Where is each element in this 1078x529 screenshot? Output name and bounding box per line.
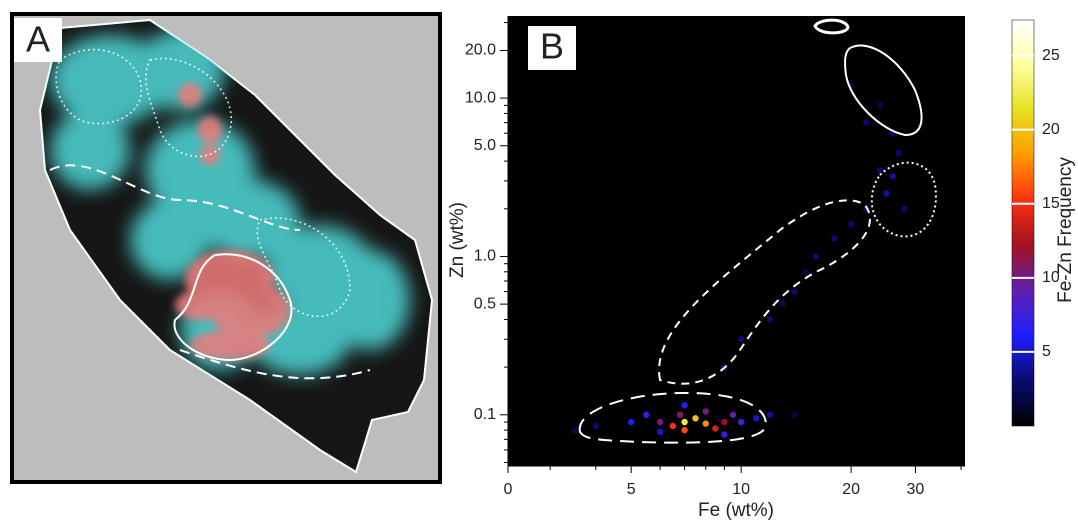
point xyxy=(876,167,884,174)
colorbar-tick-label: 15 xyxy=(1042,195,1060,212)
outline-solid xyxy=(813,18,850,35)
point xyxy=(721,418,728,426)
point xyxy=(791,411,798,419)
point xyxy=(627,418,635,426)
point xyxy=(721,431,728,438)
y-tick-label: 20.0 xyxy=(465,42,496,59)
plot-background xyxy=(508,16,965,466)
y-tick-label: 0.1 xyxy=(474,406,496,423)
point xyxy=(643,411,650,419)
x-axis-title: Fe (wt%) xyxy=(698,500,774,521)
outline-solid xyxy=(844,44,923,137)
point xyxy=(831,235,838,242)
point xyxy=(895,149,902,157)
region-outlines xyxy=(578,18,937,444)
y-tick-label: 10.0 xyxy=(465,89,496,106)
point xyxy=(737,418,745,426)
point xyxy=(883,190,890,197)
outline-dashed xyxy=(578,391,767,444)
point xyxy=(876,102,884,109)
point xyxy=(847,220,855,228)
point xyxy=(676,411,684,419)
point xyxy=(766,411,774,419)
point xyxy=(889,173,896,180)
point xyxy=(692,415,699,422)
panel-label: B xyxy=(540,26,564,67)
point xyxy=(592,422,599,430)
y-axis-title: Zn (wt%) xyxy=(447,202,468,278)
panel-label: A xyxy=(26,19,50,60)
panel-label-box xyxy=(528,26,576,70)
point xyxy=(737,336,745,343)
point xyxy=(669,422,677,430)
y-tick-label: 5.0 xyxy=(474,137,496,154)
point xyxy=(779,300,786,308)
point xyxy=(681,426,688,434)
panel-b: 0 5 10 20 30 0.1 0.5 1.0 5.0 10.0 20.0 5 10 15 20 25 xyxy=(465,16,1060,498)
point xyxy=(901,205,908,212)
point xyxy=(712,425,719,432)
outline-dashed xyxy=(658,199,871,385)
point xyxy=(791,288,798,295)
point xyxy=(702,420,709,427)
x-tick-label: 20 xyxy=(842,481,860,498)
panel-a: A xyxy=(10,12,442,484)
outline-dotted xyxy=(870,161,937,238)
map-image xyxy=(49,30,410,380)
point xyxy=(656,418,664,426)
point xyxy=(863,119,870,126)
colorbar-title: Fe-Zn Frequency xyxy=(1055,157,1076,303)
panel-label-box xyxy=(14,18,62,62)
point xyxy=(681,401,688,409)
y-tick-label: 0.5 xyxy=(474,295,496,312)
x-tick-label: 30 xyxy=(907,481,925,498)
point xyxy=(802,268,809,276)
panel-b-labels: B Fe (wt%) Zn (wt%) Fe-Zn Frequency xyxy=(447,26,1076,522)
point xyxy=(753,415,760,422)
point xyxy=(702,408,709,415)
x-tick-label: 10 xyxy=(732,481,750,498)
point xyxy=(766,316,774,323)
x-tick-label: 0 xyxy=(504,481,513,498)
point xyxy=(656,428,664,436)
point xyxy=(812,253,819,260)
x-tick-label: 5 xyxy=(627,481,636,498)
colorbar-tick-label: 5 xyxy=(1042,343,1051,360)
colorbar-tick-label: 20 xyxy=(1042,121,1060,138)
colorbar-tick-label: 10 xyxy=(1042,269,1060,286)
colorbar-tick-label: 25 xyxy=(1042,47,1060,64)
point xyxy=(681,418,688,426)
colorbar xyxy=(1011,19,1035,427)
point xyxy=(729,411,737,419)
y-tick-label: 1.0 xyxy=(474,248,496,265)
point xyxy=(571,426,578,434)
